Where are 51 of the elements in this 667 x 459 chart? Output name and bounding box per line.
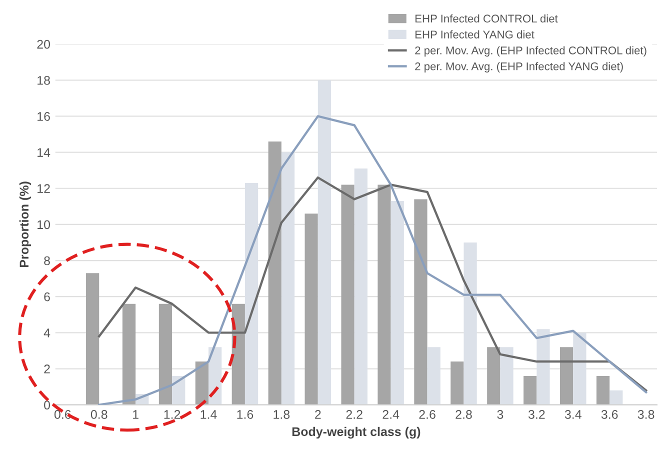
- y-tick-label: 18: [38, 76, 50, 85]
- x-tick-label: 2.6: [419, 410, 436, 419]
- x-tick-label: 1: [133, 410, 138, 419]
- x-axis-title: Body-weight class (g): [292, 426, 420, 439]
- line-series: [98, 176, 648, 392]
- y-tick-label: 14: [38, 148, 50, 157]
- bar: [414, 199, 428, 405]
- x-tick-label: 3.6: [601, 410, 618, 419]
- y-tick-label: 0: [44, 400, 50, 410]
- x-tick-label: 2.8: [456, 410, 472, 419]
- x-tick-label: 2: [315, 410, 321, 419]
- x-tick-label: 0.8: [90, 410, 108, 419]
- line-series: [98, 115, 648, 405]
- y-tick-label: 2: [44, 364, 50, 374]
- x-tick-label: 1.4: [200, 410, 217, 419]
- x-tick-label: 3.8: [638, 410, 654, 419]
- legend-label: 2 per. Mov. Avg. (EHP Infected YANG diet): [415, 62, 623, 72]
- y-tick-label: 12: [38, 184, 50, 193]
- bar: [232, 304, 245, 405]
- bar: [86, 273, 100, 405]
- bar: [195, 362, 209, 405]
- bar: [596, 376, 610, 405]
- y-axis-title: Proportion (%): [19, 182, 32, 268]
- x-tick-label: 3.4: [564, 410, 582, 419]
- y-tick-label: 6: [44, 292, 50, 302]
- x-tick-label: 1.2: [164, 410, 180, 419]
- bar: [341, 184, 354, 405]
- legend-label: EHP Infected YANG diet: [416, 30, 534, 38]
- x-tick-label: 2.4: [382, 410, 400, 419]
- bar: [487, 347, 500, 405]
- bar: [304, 214, 318, 405]
- y-tick-label: 8: [44, 256, 50, 266]
- legend-label: EHP Infected CONTROL diet: [416, 14, 558, 23]
- bar: [560, 347, 574, 405]
- bar: [378, 184, 391, 405]
- y-tick-label: 20: [37, 40, 50, 49]
- bar: [610, 390, 623, 405]
- bar: [268, 141, 282, 405]
- bar: [158, 304, 172, 405]
- x-tick-label: 3: [497, 410, 504, 419]
- bar: [122, 304, 136, 405]
- x-tick-label: 1.6: [237, 410, 254, 419]
- y-tick-label: 10: [38, 220, 50, 230]
- x-tick-label: 2.2: [346, 410, 362, 419]
- x-tick-label: 1.8: [274, 410, 290, 419]
- y-tick-label: 16: [38, 112, 50, 121]
- y-tick-label: 4: [44, 328, 50, 338]
- legend-label: 2 per. Mov. Avg. (EHP Infected CONTROL diet): [415, 46, 646, 57]
- bar: [450, 362, 464, 405]
- bar: [524, 376, 537, 405]
- x-tick-label: 3.2: [528, 410, 545, 419]
